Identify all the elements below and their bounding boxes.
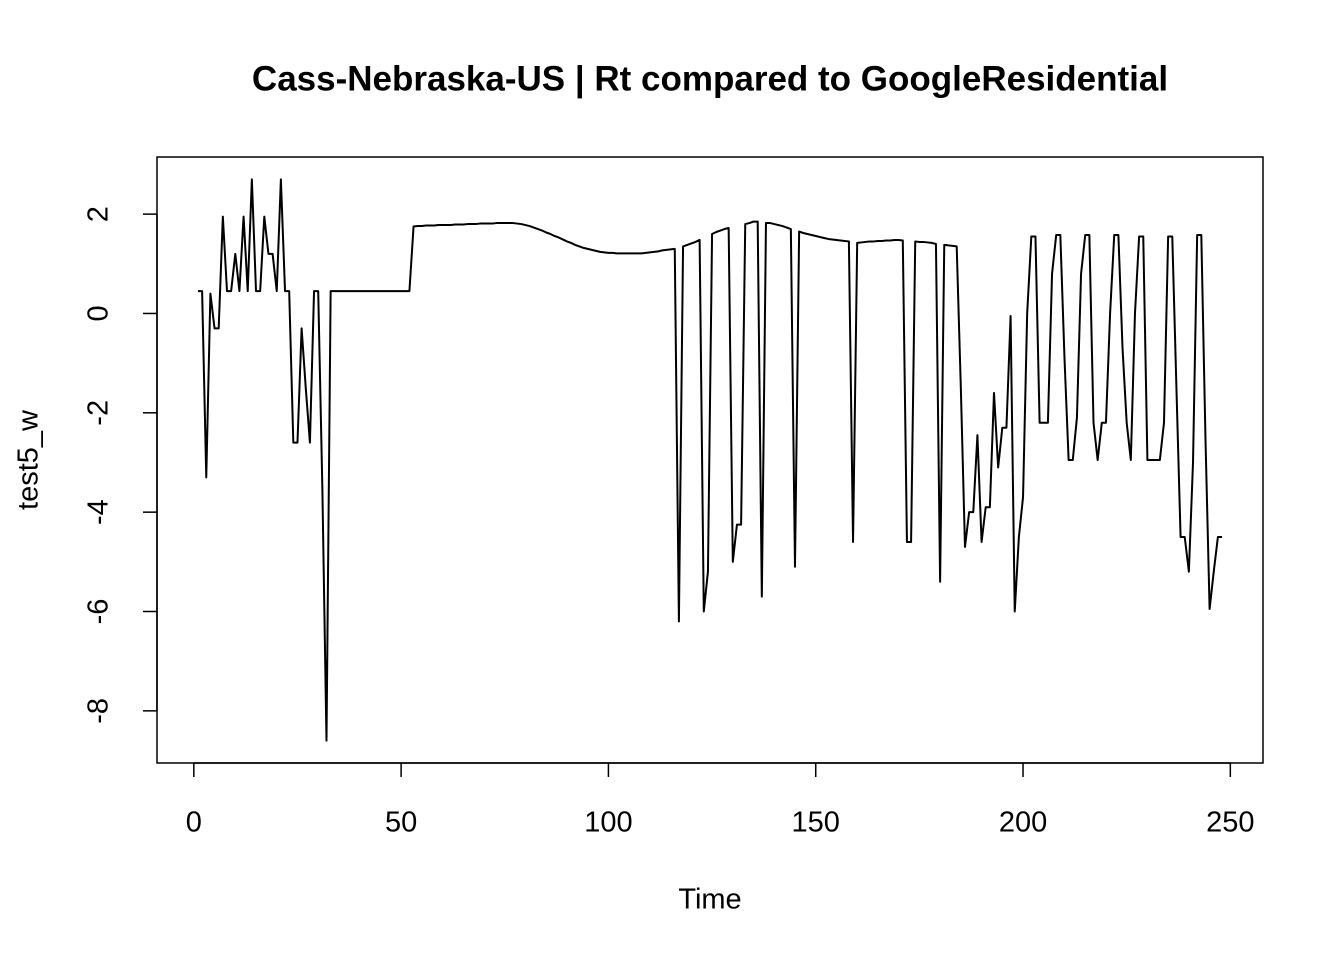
x-tick-label: 0: [186, 807, 202, 839]
x-tick-label: 100: [584, 807, 632, 839]
x-tick-label: 200: [999, 807, 1047, 839]
y-tick-label: -8: [83, 698, 115, 724]
y-tick-label: 2: [83, 206, 115, 222]
x-tick-label: 250: [1206, 807, 1254, 839]
chart-title: Cass-Nebraska-US | Rt compared to Google…: [252, 59, 1168, 98]
y-axis-label: test5_w: [13, 409, 45, 510]
data-line: [197, 178, 1223, 742]
y-tick-label: -6: [83, 599, 115, 625]
x-tick-label: 150: [792, 807, 840, 839]
y-tick-label: 0: [83, 305, 115, 321]
y-tick-label: -4: [83, 499, 115, 525]
x-axis-label: Time: [678, 884, 741, 916]
y-tick-label: -2: [83, 400, 115, 426]
x-tick-label: 50: [385, 807, 417, 839]
